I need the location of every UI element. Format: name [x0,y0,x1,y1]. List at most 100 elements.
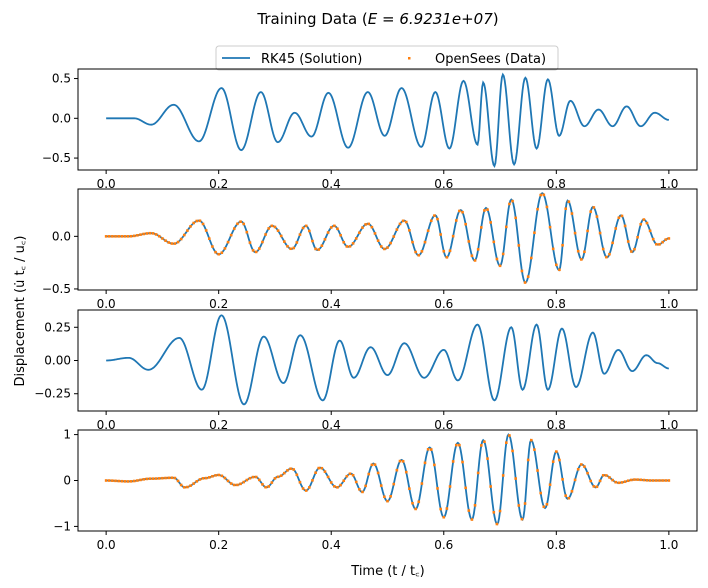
data-point [429,219,433,223]
data-point [633,478,636,481]
data-point [329,481,333,484]
data-point [461,210,464,214]
data-point [495,257,499,261]
data-point [658,243,661,246]
data-point [551,460,555,463]
data-point [620,481,624,484]
data-point [211,245,214,248]
data-point [564,207,567,210]
data-point [176,479,180,483]
data-point [561,478,564,481]
data-point [442,249,446,253]
data-point [320,466,324,470]
data-point [379,484,383,487]
data-point [126,235,130,238]
data-point [476,248,480,251]
data-point [283,471,286,475]
data-point [433,463,436,467]
data-point [395,468,399,472]
data-point [186,485,189,489]
data-point [236,483,239,487]
data-point [292,246,296,250]
data-point [354,480,358,484]
data-point [261,240,264,244]
data-point [548,225,552,229]
data-point [304,489,308,492]
data-point [204,229,208,232]
data-point [254,250,258,254]
data-point [404,220,408,224]
data-point [417,500,421,504]
panel-3: 0.0 0.2 0.4 0.6 0.8 1.0 −0.25 0.00 0.25 [34,309,698,432]
data-point [429,448,433,451]
data-point [555,450,558,453]
panel-4-solution-line [106,433,669,526]
data-point [161,476,164,480]
data-point [223,476,227,480]
data-point [523,502,527,505]
data-point [242,222,245,226]
data-point [351,473,355,477]
data-point [451,234,455,238]
data-point [295,241,299,244]
data-point [645,479,649,482]
panel-1-solution-line [106,72,669,169]
y-tick-label: 0.00 [44,354,71,368]
y-tick-label: −0.25 [34,387,71,401]
data-point [201,222,205,226]
data-point [317,466,321,470]
data-point [611,241,614,245]
data-point [445,256,449,259]
data-point [217,473,220,477]
legend-data-label: OpenSees (Data) [435,52,546,67]
data-point [164,239,167,242]
panel-1-frame [77,68,698,171]
data-point [479,444,483,447]
x-tick-label: 1.0 [659,177,678,191]
data-point [170,242,174,245]
data-point [498,264,502,268]
data-point [151,477,155,480]
data-point [126,480,130,483]
data-point [576,467,580,471]
data-point [626,479,630,483]
x-tick-label: 0.4 [322,297,341,311]
data-point [542,505,546,509]
data-point [514,216,517,220]
data-point [279,474,283,477]
data-point [189,225,192,228]
data-point [367,472,371,476]
data-point [261,483,264,486]
panel-2: 0.0 0.2 0.4 0.6 0.8 1.0 −0.5 0.0 [42,188,698,311]
data-point [636,235,639,239]
panel-4: 0.0 0.2 0.4 0.6 0.8 1.0 −1 0 1 [53,428,698,552]
panels: 0.0 0.2 0.4 0.6 0.8 1.0 −0.5 0.0 0.5 0.0 0.2 0.4 0.6… [34,68,698,552]
data-point [483,209,486,212]
data-point [408,487,411,490]
data-point [533,231,536,235]
data-point [580,463,583,466]
data-point [420,482,424,485]
panel-3-frame [77,309,698,412]
data-point [664,238,668,241]
data-point [314,471,317,474]
data-point [454,443,458,447]
data-point [254,475,258,479]
data-point [623,480,627,483]
legend-frame [215,45,559,71]
data-point [523,281,527,284]
data-point [545,205,549,209]
data-point [589,210,593,213]
y-tick-label: 0.0 [52,229,71,243]
data-point [573,231,577,235]
data-point [111,235,114,238]
data-point [401,219,405,223]
data-point [167,476,170,480]
data-point [517,504,521,507]
data-point [411,501,414,505]
panel-1: 0.0 0.2 0.4 0.6 0.8 1.0 −0.5 0.0 0.5 [42,68,698,191]
data-point [114,479,117,483]
data-point [545,502,549,506]
data-point [336,227,339,231]
data-point [220,251,224,254]
